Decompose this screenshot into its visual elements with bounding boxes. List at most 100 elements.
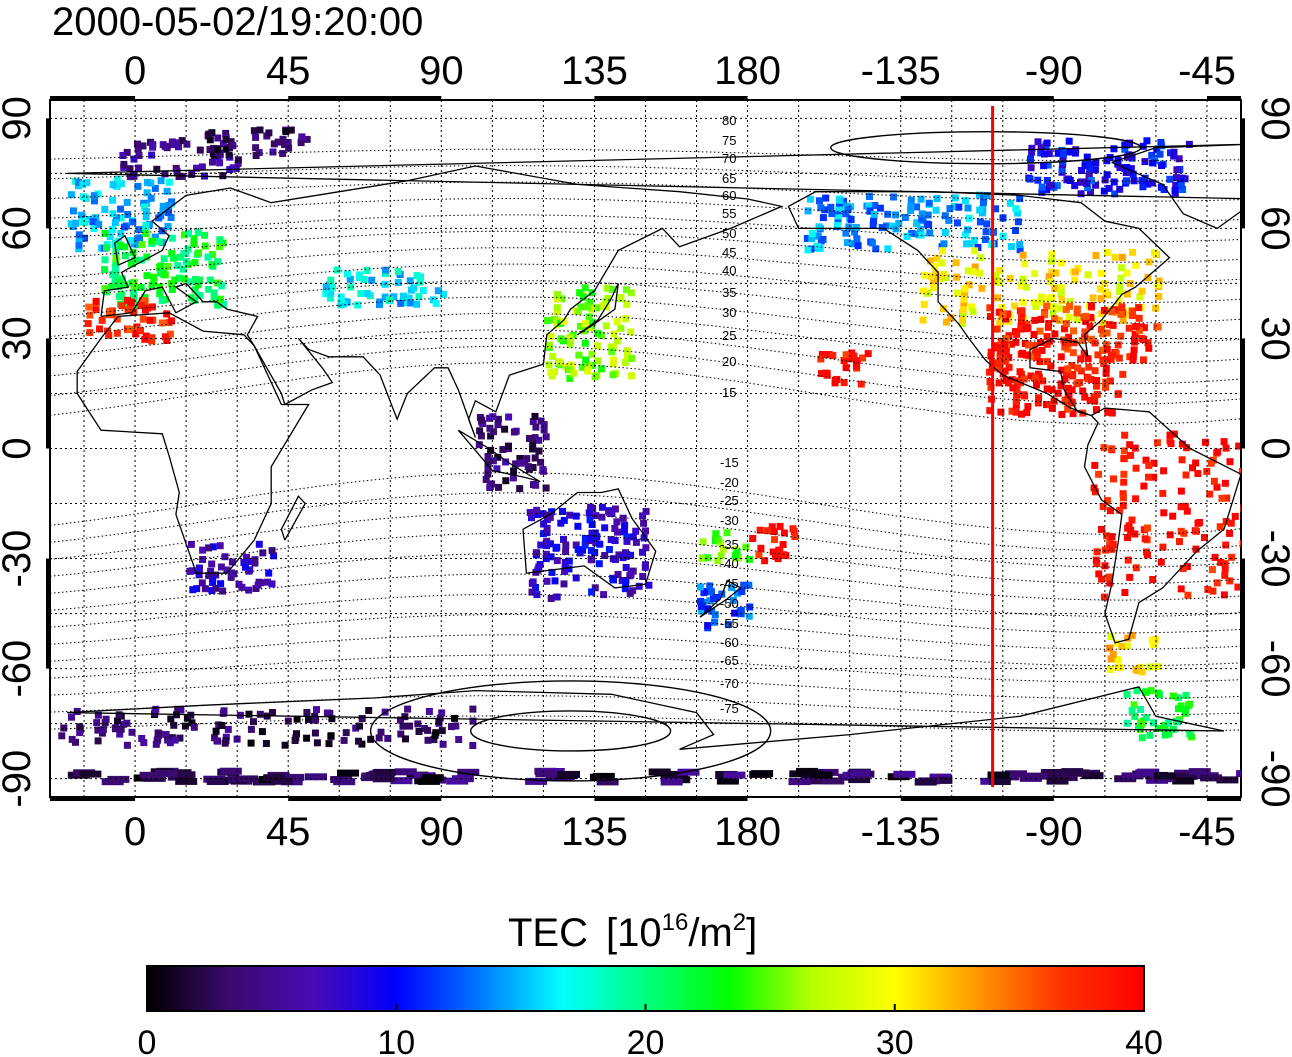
tec-cell: [1119, 316, 1127, 324]
tec-cell: [476, 427, 484, 435]
tec-cell: [1052, 269, 1060, 277]
tec-cell: [264, 578, 271, 586]
tec-cell: [439, 740, 447, 748]
tec-cell: [968, 303, 976, 311]
tec-cell: [893, 770, 916, 778]
tec-cell: [149, 141, 157, 149]
tec-cell: [357, 290, 365, 297]
tec-cell: [1150, 641, 1158, 648]
tec-cell: [977, 254, 985, 262]
colorbar-tick-label: 0: [138, 1024, 157, 1057]
colorbar-tick-label: 30: [876, 1024, 914, 1057]
tec-cell: [566, 334, 574, 342]
tec-cell: [1038, 347, 1046, 354]
tec-cell: [558, 295, 566, 303]
tec-cell: [1047, 772, 1070, 780]
tec-cell: [250, 718, 257, 726]
tec-cell: [836, 196, 844, 204]
tec-cell: [1021, 392, 1029, 400]
tec-cell: [1149, 576, 1157, 583]
tec-cell: [592, 539, 600, 547]
tec-cell: [1150, 719, 1157, 727]
tec-cell: [117, 241, 124, 249]
coastline: [787, 191, 1171, 417]
tec-cell: [195, 571, 203, 579]
tec-cell: [1100, 187, 1108, 195]
tec-cell: [1145, 344, 1153, 352]
tec-cell: [716, 777, 739, 785]
tec-cell: [484, 460, 492, 468]
tec-cell: [201, 585, 209, 593]
tec-cell: [1013, 387, 1021, 395]
tec-cell: [176, 734, 184, 742]
tec-cell: [135, 226, 143, 234]
tec-cell: [190, 240, 198, 248]
tec-cell: [962, 197, 969, 205]
tec-cell: [994, 359, 1002, 367]
tec-cell: [1206, 490, 1214, 498]
tec-cell: [822, 777, 845, 785]
tec-cell: [551, 577, 559, 585]
tec-cell: [96, 325, 103, 333]
tec-cell: [1040, 311, 1048, 319]
tec-cell: [1128, 516, 1136, 524]
tec-cell: [1107, 633, 1115, 641]
tec-cell: [1091, 488, 1099, 496]
tec-cell: [1114, 341, 1122, 349]
tec-cell: [1038, 183, 1046, 191]
tec-cell: [924, 211, 932, 219]
tec-cell: [187, 278, 195, 286]
tec-cell: [118, 275, 126, 283]
tec-cell: [1012, 205, 1020, 213]
tec-cell: [153, 165, 161, 173]
tec-cell: [776, 522, 784, 530]
tec-cell: [141, 335, 149, 343]
top-lon-tick: -90: [1025, 49, 1083, 93]
tec-cell: [1002, 376, 1010, 384]
tec-cell: [410, 284, 418, 292]
right-latitude-ticks: 90 60 30 0 -30 -60 -90: [1253, 96, 1292, 807]
tec-cell: [543, 537, 551, 545]
tec-cell: [1091, 166, 1099, 174]
tec-cell: [1034, 399, 1042, 407]
tec-cell: [774, 555, 782, 563]
tec-cell: [1092, 181, 1100, 189]
tec-cell: [553, 304, 561, 312]
tec-cell: [1176, 538, 1183, 545]
tec-cell: [1025, 341, 1033, 349]
tec-cell: [175, 173, 183, 180]
tec-cell: [451, 775, 474, 783]
tec-cell: [104, 327, 111, 335]
tec-cell: [1128, 707, 1136, 714]
tec-cell: [835, 204, 843, 212]
tec-cell: [1082, 312, 1090, 320]
tec-cell: [738, 588, 746, 595]
left-lat-tick: -30: [0, 530, 39, 588]
tec-cell: [588, 529, 596, 537]
tec-cell: [1048, 404, 1056, 412]
tec-cell: [804, 246, 812, 254]
tec-cell: [842, 351, 850, 359]
tec-cell: [123, 198, 131, 206]
tec-cell: [628, 372, 635, 380]
tec-cell: [1085, 363, 1093, 371]
contour-label: 40: [722, 263, 736, 278]
tec-cell: [147, 194, 155, 202]
tec-cell: [1103, 356, 1111, 364]
tec-cell: [1030, 331, 1038, 338]
tec-cell: [771, 536, 778, 544]
tec-cell: [1166, 431, 1174, 439]
right-lat-tick: -90: [1253, 750, 1292, 808]
tec-cell: [939, 305, 947, 313]
tec-cell: [1022, 325, 1030, 333]
tec-cell: [603, 284, 611, 292]
tec-cell: [140, 203, 148, 211]
tec-cell: [159, 208, 167, 215]
tec-cell: [222, 145, 230, 153]
tec-cell: [1138, 287, 1146, 295]
tec-cell: [1081, 162, 1089, 170]
tec-cell: [242, 563, 249, 571]
tec-cell: [1102, 378, 1110, 386]
tec-cell: [1132, 564, 1140, 572]
tec-cell: [484, 453, 492, 460]
